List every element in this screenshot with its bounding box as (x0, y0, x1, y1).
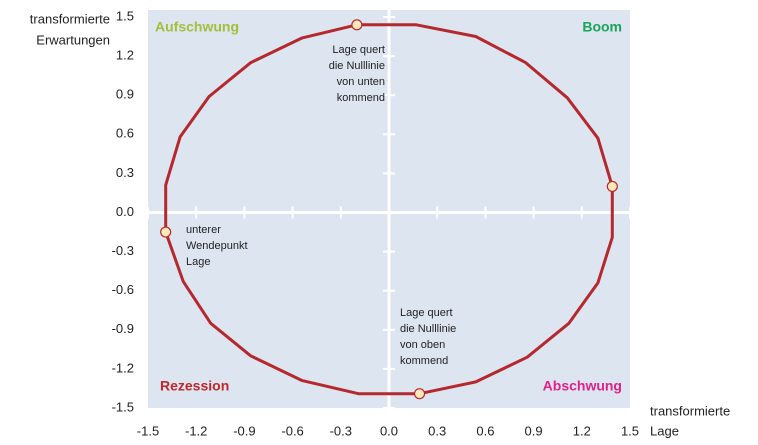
marker (606, 180, 618, 193)
annotation: kommend (400, 355, 448, 367)
annotation: von unten (337, 76, 385, 88)
x-tick-label: 0.9 (525, 423, 543, 438)
annotation: Wendepunkt (186, 240, 248, 252)
x-tick-label: -0.6 (281, 423, 303, 438)
x-tick-label: 0.0 (380, 423, 398, 438)
marker (413, 388, 426, 400)
y-tick-label: -0.9 (112, 321, 134, 336)
quadrant-label: Aufschwung (155, 19, 239, 35)
y-tick-label: -1.2 (112, 360, 134, 375)
y-tick-label: -0.6 (112, 282, 134, 297)
y-tick-label: 0.6 (116, 126, 134, 141)
annotation: kommend (337, 92, 385, 104)
y-tick-label: 0.3 (116, 165, 134, 180)
annotation: von oben (400, 339, 445, 351)
annotation: Lage (186, 256, 210, 268)
quadrant-label: Rezession (160, 378, 229, 394)
quadrant-label: Boom (582, 19, 622, 35)
y-tick-label: 1.2 (116, 48, 134, 63)
x-tick-label: -1.2 (185, 423, 207, 438)
y-axis-label: transformierte (30, 11, 110, 26)
x-tick-label: 1.5 (621, 423, 639, 438)
x-tick-label: 0.6 (476, 423, 494, 438)
x-tick-label: -0.3 (330, 423, 352, 438)
y-axis-label: Erwartungen (36, 32, 110, 47)
annotation: Lage quert (332, 44, 385, 56)
marker (160, 226, 172, 238)
annotation: unterer (186, 224, 221, 236)
x-tick-label: -0.9 (233, 423, 255, 438)
quadrant-label: Abschwung (543, 378, 622, 394)
x-tick-label: 0.3 (428, 423, 446, 438)
x-tick-label: -1.5 (137, 423, 159, 438)
plot: -1.5 -1.2 -0.9 -0.6 -0.3 0.0 0.3 0.6 0.9 1.2 1.5 -1… (30, 8, 730, 438)
y-tick-label: -0.3 (112, 243, 134, 258)
x-axis-label: transformierte (650, 403, 730, 418)
annotation: die Nulllinie (400, 323, 456, 335)
marker (351, 19, 363, 31)
y-tick-label: -1.5 (112, 399, 134, 414)
x-tick-label: 1.2 (573, 423, 591, 438)
annotation: die Nulllinie (329, 60, 385, 72)
annotation: Lage quert (400, 307, 453, 319)
y-tick-label: 1.5 (116, 8, 134, 23)
y-tick-label: 0.0 (116, 204, 134, 219)
y-tick-label: 0.9 (116, 87, 134, 102)
x-axis-label: Lage (650, 423, 679, 438)
